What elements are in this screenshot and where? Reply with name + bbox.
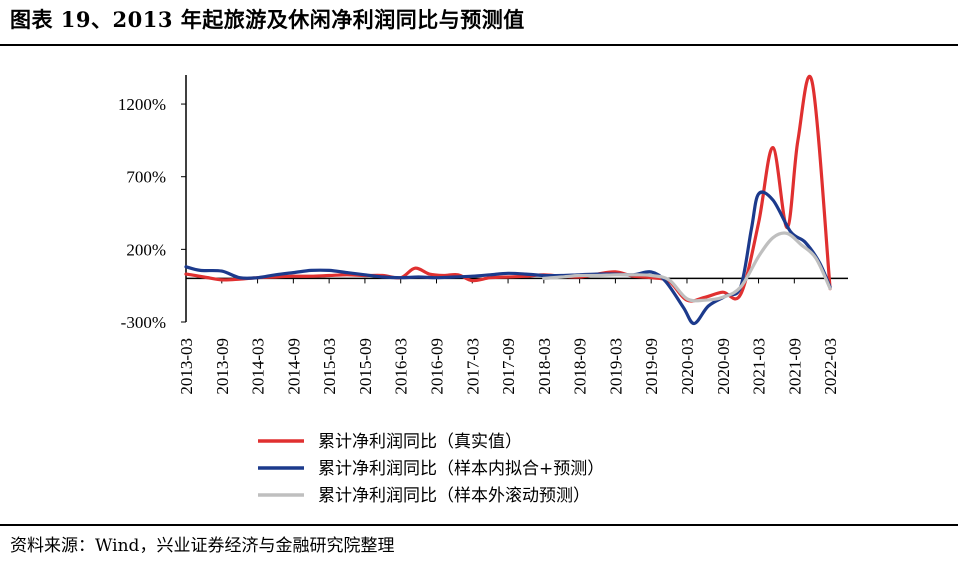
x-tick-label: 2019-03 <box>606 338 625 395</box>
y-tick-label: 700% <box>126 168 166 187</box>
x-tick-label: 2022-03 <box>821 338 840 395</box>
x-tick-label: 2014-09 <box>284 338 303 395</box>
x-tick-label: 2016-03 <box>392 338 411 395</box>
y-tick-label: 200% <box>126 240 166 259</box>
x-tick-label: 2021-03 <box>750 338 769 395</box>
series-line-rolling-forecast <box>542 231 832 303</box>
x-tick-label: 2015-09 <box>356 338 375 395</box>
source-note: 资料来源：Wind，兴业证券经济与金融研究院整理 <box>10 536 395 556</box>
chart-series <box>184 74 832 326</box>
x-tick-label: 2015-03 <box>320 338 339 395</box>
x-tick-label: 2020-09 <box>714 338 733 395</box>
x-tick-label: 2021-09 <box>785 338 804 395</box>
x-tick-label: 2016-09 <box>427 338 446 395</box>
legend-label-rolling-forecast: 累计净利润同比（样本外滚动预测） <box>318 486 590 506</box>
x-tick-label: 2018-03 <box>535 338 554 395</box>
x-tick-label: 2014-03 <box>249 338 268 395</box>
x-tick-label: 2020-03 <box>678 338 697 395</box>
x-tick-label: 2019-09 <box>642 338 661 395</box>
chart-axes: -300% 200% 700% 1200% 2013-03 2013-09 2014-03 2… <box>118 75 848 395</box>
series-line-fit-forecast <box>184 190 832 326</box>
chart-legend: 累计净利润同比（真实值） 累计净利润同比（样本内拟合+预测） 累计净利润同比（样本外… <box>258 432 604 506</box>
x-tick-label: 2017-09 <box>499 338 518 395</box>
source-divider <box>0 524 958 526</box>
legend-label-fit-forecast: 累计净利润同比（样本内拟合+预测） <box>318 459 604 479</box>
series-line-actual <box>184 74 832 303</box>
y-tick-label: -300% <box>121 313 166 332</box>
figure-title: 图表 19、2013 年起旅游及休闲净利润同比与预测值 <box>10 7 525 32</box>
y-tick-label: 1200% <box>118 95 166 114</box>
legend-label-actual: 累计净利润同比（真实值） <box>318 432 522 452</box>
title-divider <box>0 44 958 46</box>
chart: -300% 200% 700% 1200% 2013-03 2013-09 2014-03 2… <box>118 74 848 506</box>
x-tick-label: 2018-09 <box>571 338 590 395</box>
x-tick-label: 2013-09 <box>213 338 232 395</box>
x-tick-label: 2013-03 <box>177 338 196 395</box>
x-tick-label: 2017-03 <box>463 338 482 395</box>
